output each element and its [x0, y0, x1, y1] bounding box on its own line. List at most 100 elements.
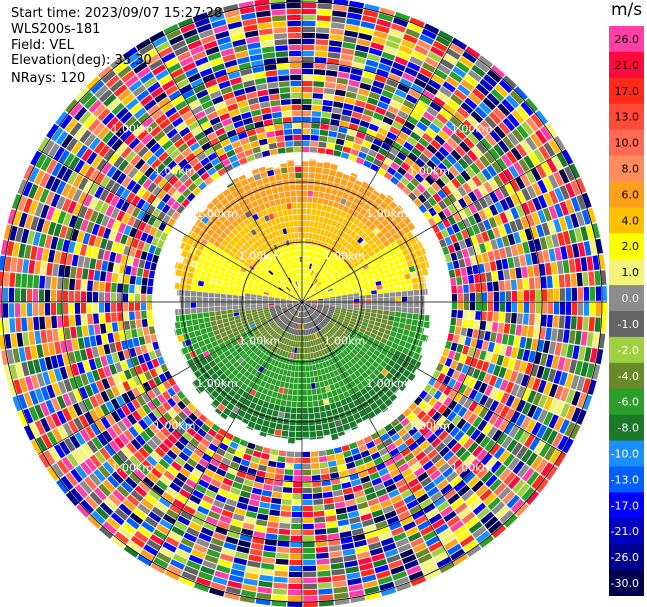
- range-gate: [285, 258, 290, 265]
- range-gate: [102, 479, 116, 493]
- range-gate: [549, 398, 559, 413]
- range-gate: [353, 302, 360, 305]
- range-gate: [448, 389, 458, 399]
- range-gate: [484, 516, 499, 530]
- range-gate: [294, 347, 298, 354]
- range-gate: [126, 51, 141, 65]
- range-gate: [122, 498, 136, 512]
- range-gate: [238, 62, 252, 71]
- range-gate: [264, 355, 270, 363]
- range-gate: [295, 323, 298, 329]
- range-gate: [147, 412, 158, 423]
- range-gate: [302, 419, 309, 426]
- range-gate: [267, 350, 273, 357]
- range-gate: [240, 360, 248, 367]
- range-gate: [15, 317, 22, 332]
- range-gate: [184, 116, 197, 126]
- range-gate: [458, 434, 470, 446]
- range-gate: [260, 568, 274, 576]
- range-gate: [330, 364, 337, 371]
- range-gate: [222, 477, 234, 487]
- range-gate: [45, 175, 56, 190]
- range-gate: [296, 294, 300, 299]
- range-gate: [258, 272, 265, 277]
- range-gate: [232, 361, 240, 368]
- range-gate: [249, 54, 263, 62]
- range-gate: [93, 281, 99, 292]
- range-gate: [336, 513, 348, 521]
- range-gate: [239, 439, 249, 447]
- range-gate: [113, 331, 121, 342]
- range-gate: [311, 388, 317, 395]
- range-gate: [521, 325, 528, 337]
- range-gate: [208, 297, 215, 302]
- range-gate: [137, 210, 146, 221]
- range-gate: [388, 521, 402, 531]
- range-gate: [269, 421, 277, 429]
- range-gate: [384, 457, 395, 467]
- range-gate: [289, 292, 295, 297]
- range-gate: [496, 432, 508, 446]
- range-gate: [413, 198, 423, 208]
- range-gate: [210, 157, 221, 167]
- range-gate: [97, 108, 111, 122]
- range-gate: [265, 264, 271, 270]
- range-gate: [192, 342, 200, 350]
- range-gate: [190, 260, 198, 268]
- range-gate: [501, 154, 513, 168]
- range-gate: [308, 329, 311, 335]
- range-gate: [457, 209, 467, 220]
- range-gate: [267, 82, 279, 89]
- range-gate: [323, 318, 329, 323]
- range-gate: [152, 408, 163, 419]
- range-gate: [336, 387, 343, 395]
- range-gate: [174, 45, 189, 57]
- range-gate: [144, 166, 155, 178]
- range-gate: [325, 515, 337, 522]
- range-gate: [142, 269, 150, 278]
- range-gate: [428, 79, 442, 91]
- range-gate: [266, 327, 273, 333]
- range-gate: [447, 333, 454, 342]
- range-gate: [137, 354, 146, 365]
- range-gate: [183, 532, 198, 543]
- range-gate: [327, 378, 334, 385]
- range-gate: [236, 337, 244, 344]
- range-gate: [277, 236, 282, 243]
- range-gate: [280, 99, 291, 106]
- range-gate: [562, 230, 571, 245]
- range-gate: [193, 147, 204, 157]
- range-gate: [191, 105, 204, 115]
- range-gate: [68, 420, 79, 434]
- range-gate: [459, 467, 472, 480]
- range-gate: [146, 539, 161, 551]
- range-gate: [236, 251, 243, 258]
- range-gate: [103, 148, 115, 161]
- range-gate: [241, 244, 248, 252]
- range-gate: [253, 531, 266, 539]
- range-gate: [308, 309, 313, 314]
- range-gate: [414, 142, 426, 153]
- range-gate: [52, 428, 63, 443]
- range-gate: [421, 414, 431, 424]
- range-gate: [510, 147, 523, 161]
- range-gate: [205, 448, 215, 458]
- range-gate: [188, 121, 200, 131]
- range-gate: [317, 303, 324, 306]
- range-gate: [471, 128, 484, 141]
- range-gate: [442, 434, 453, 446]
- range-gate: [455, 463, 467, 475]
- range-gate: [489, 478, 503, 492]
- range-gate: [408, 441, 419, 452]
- range-gate: [379, 57, 394, 67]
- range-gate: [128, 293, 135, 302]
- range-gate: [457, 84, 471, 97]
- range-gate: [321, 310, 327, 315]
- range-gate: [564, 273, 571, 288]
- range-gate: [149, 423, 160, 434]
- range-gate: [293, 298, 299, 301]
- range-gate: [452, 212, 462, 223]
- range-gate: [72, 403, 83, 416]
- range-gate: [312, 313, 317, 319]
- range-gate: [258, 358, 264, 366]
